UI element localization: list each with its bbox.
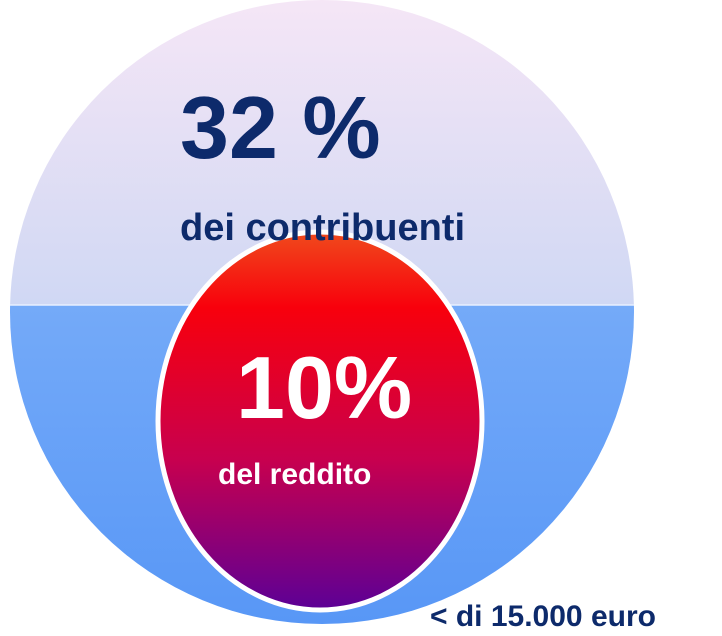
inner-circle	[155, 229, 485, 613]
footnote: < di 15.000 euro	[430, 600, 656, 633]
inner-label: del reddito	[218, 458, 371, 491]
outer-circle-top	[10, 0, 634, 305]
outer-value: 32 %	[180, 78, 381, 177]
outer-label: dei contribuenti	[180, 207, 465, 249]
inner-value: 10%	[236, 338, 412, 437]
